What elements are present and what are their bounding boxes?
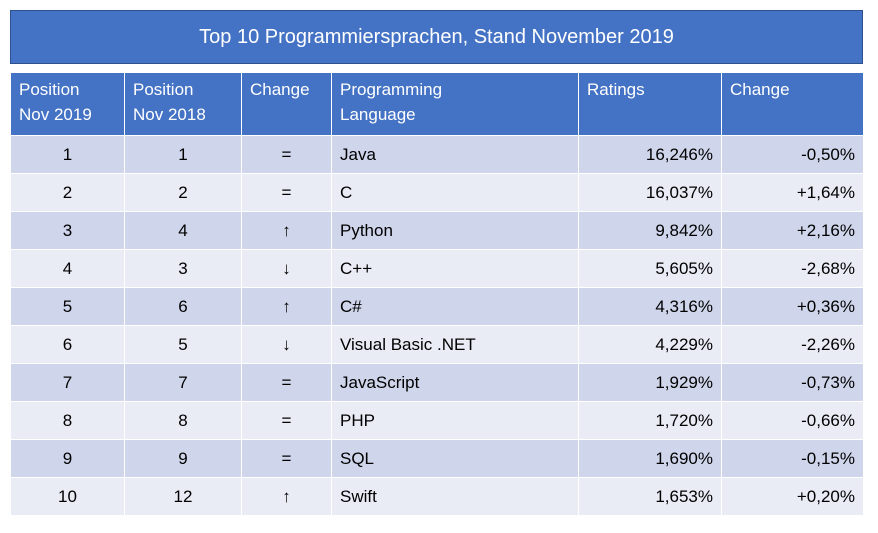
- table-cell: 9: [124, 439, 242, 478]
- table-cell: =: [241, 439, 332, 478]
- table-cell: PHP: [331, 401, 579, 440]
- table-cell: ↑: [241, 287, 332, 326]
- table-cell: -2,68%: [721, 249, 864, 288]
- ranking-table: Position Nov 2019 Position Nov 2018 Change…: [10, 72, 864, 516]
- table-cell: -0,50%: [721, 135, 864, 174]
- table-cell: +2,16%: [721, 211, 864, 250]
- table-cell: 2: [10, 173, 125, 212]
- table-cell: 1,929%: [578, 363, 722, 402]
- table-cell: 3: [124, 249, 242, 288]
- table-cell: -2,26%: [721, 325, 864, 364]
- table-row: 9 9 = SQL 1,690% -0,15%: [10, 439, 864, 478]
- table-cell: 7: [124, 363, 242, 402]
- table-cell: ↑: [241, 211, 332, 250]
- table-cell: 4,316%: [578, 287, 722, 326]
- table-row: 2 2 = C 16,037% +1,64%: [10, 173, 864, 212]
- header-cell: Change: [721, 72, 864, 136]
- table-row: 4 3 ↓ C++ 5,605% -2,68%: [10, 249, 864, 288]
- table-cell: -0,15%: [721, 439, 864, 478]
- table-cell: +0,20%: [721, 477, 864, 516]
- table-row: 3 4 ↑ Python 9,842% +2,16%: [10, 211, 864, 250]
- table-cell: ↓: [241, 325, 332, 364]
- table-row: 8 8 = PHP 1,720% -0,66%: [10, 401, 864, 440]
- header-row: Position Nov 2019 Position Nov 2018 Change…: [10, 72, 864, 136]
- table-cell: 4: [124, 211, 242, 250]
- table-cell: Java: [331, 135, 579, 174]
- table-cell: =: [241, 173, 332, 212]
- table-cell: -0,73%: [721, 363, 864, 402]
- table-cell: ↓: [241, 249, 332, 288]
- table-cell: 3: [10, 211, 125, 250]
- table-cell: 5: [10, 287, 125, 326]
- table-cell: =: [241, 401, 332, 440]
- table-cell: Python: [331, 211, 579, 250]
- table-cell: 16,037%: [578, 173, 722, 212]
- table-cell: 1,720%: [578, 401, 722, 440]
- table-cell: +1,64%: [721, 173, 864, 212]
- table-cell: ↑: [241, 477, 332, 516]
- header-cell: Ratings: [578, 72, 722, 136]
- table-row: 10 12 ↑ Swift 1,653% +0,20%: [10, 477, 864, 516]
- table-row: 7 7 = JavaScript 1,929% -0,73%: [10, 363, 864, 402]
- table-cell: C: [331, 173, 579, 212]
- table-cell: 7: [10, 363, 125, 402]
- table-row: 5 6 ↑ C# 4,316% +0,36%: [10, 287, 864, 326]
- table-cell: 6: [10, 325, 125, 364]
- table-cell: C#: [331, 287, 579, 326]
- table-cell: C++: [331, 249, 579, 288]
- table-cell: 1: [124, 135, 242, 174]
- header-cell: Programming Language: [331, 72, 579, 136]
- table-cell: Visual Basic .NET: [331, 325, 579, 364]
- table-cell: 9: [10, 439, 125, 478]
- table-cell: -0,66%: [721, 401, 864, 440]
- header-cell: Position Nov 2018: [124, 72, 242, 136]
- table-cell: SQL: [331, 439, 579, 478]
- table-cell: Swift: [331, 477, 579, 516]
- table-cell: =: [241, 135, 332, 174]
- table-cell: JavaScript: [331, 363, 579, 402]
- table-cell: 1,690%: [578, 439, 722, 478]
- table-cell: 4: [10, 249, 125, 288]
- table-cell: 8: [124, 401, 242, 440]
- table-row: 6 5 ↓ Visual Basic .NET 4,229% -2,26%: [10, 325, 864, 364]
- table-cell: 1: [10, 135, 125, 174]
- table-cell: 5,605%: [578, 249, 722, 288]
- table-cell: =: [241, 363, 332, 402]
- table-cell: 9,842%: [578, 211, 722, 250]
- header-cell: Position Nov 2019: [10, 72, 125, 136]
- table-cell: 2: [124, 173, 242, 212]
- table-cell: 4,229%: [578, 325, 722, 364]
- table-cell: +0,36%: [721, 287, 864, 326]
- table-cell: 16,246%: [578, 135, 722, 174]
- header-cell: Change: [241, 72, 332, 136]
- title-bar: Top 10 Programmiersprachen, Stand Novemb…: [10, 10, 863, 64]
- table-cell: 1,653%: [578, 477, 722, 516]
- table-cell: 5: [124, 325, 242, 364]
- table-cell: 6: [124, 287, 242, 326]
- table-cell: 10: [10, 477, 125, 516]
- table-body: 1 1 = Java 16,246% -0,50% 2 2 = C 16,037% +1,64% 3 4 ↑…: [10, 135, 864, 516]
- table-cell: 8: [10, 401, 125, 440]
- table-cell: 12: [124, 477, 242, 516]
- table-row: 1 1 = Java 16,246% -0,50%: [10, 135, 864, 174]
